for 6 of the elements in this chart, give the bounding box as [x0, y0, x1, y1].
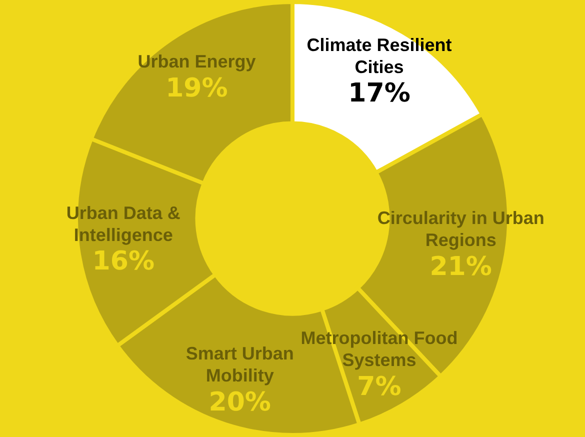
slice-label: Smart Urban Mobility	[186, 344, 294, 386]
slice-label: Urban Energy	[138, 52, 256, 72]
slice-label: Circularity in Urban Regions	[377, 208, 544, 250]
slice-label: Metropolitan Food Systems	[300, 328, 458, 370]
data-label: 17%	[348, 78, 410, 109]
slice-label: Urban Data & Intelligence	[66, 202, 180, 245]
